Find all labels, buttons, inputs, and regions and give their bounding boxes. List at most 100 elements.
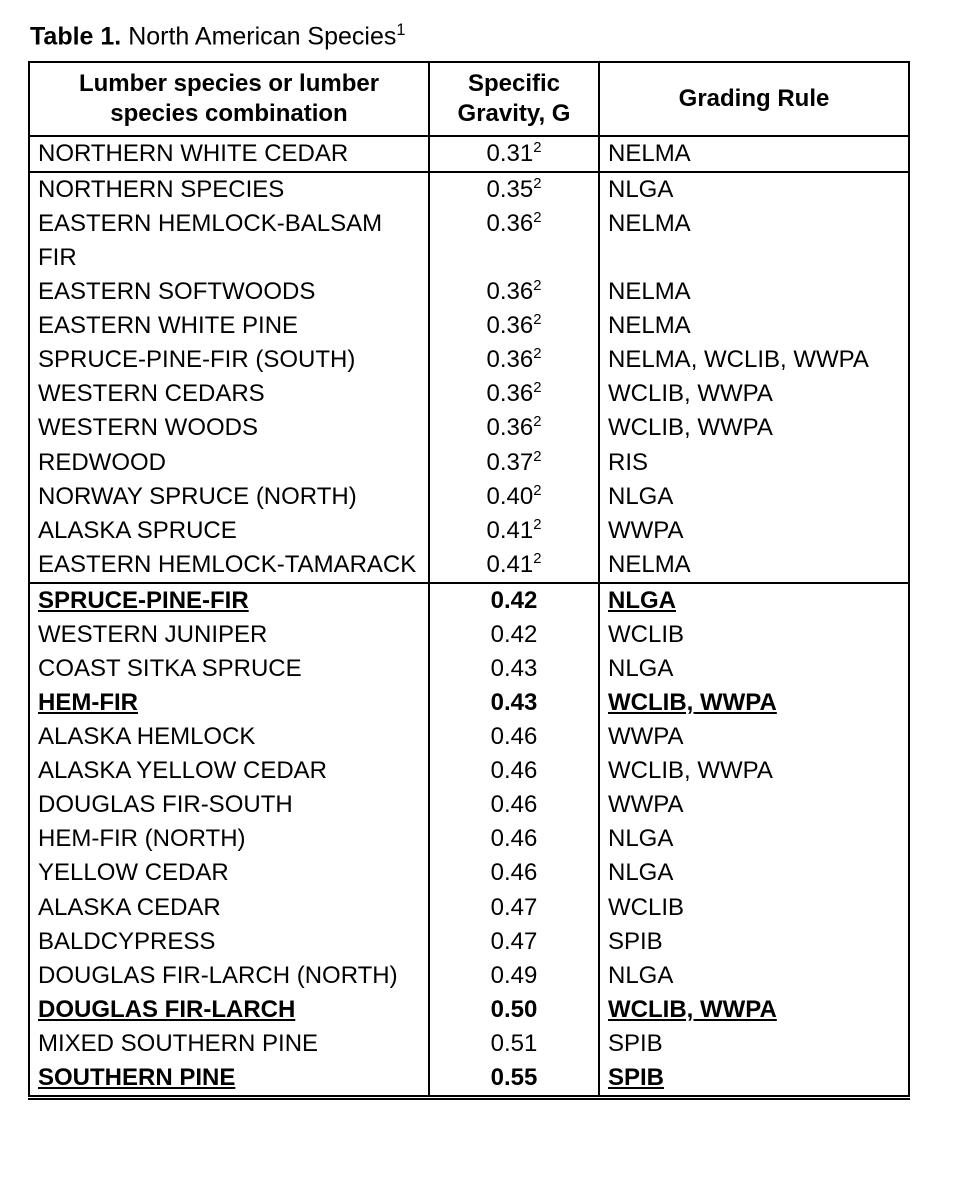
cell-species: DOUGLAS FIR-LARCH (NORTH) — [29, 959, 429, 993]
caption-footnote: 1 — [396, 21, 405, 39]
table-row: DOUGLAS FIR-LARCH0.50WCLIB, WWPA — [29, 993, 909, 1027]
table-row: DOUGLAS FIR-SOUTH0.46WWPA — [29, 788, 909, 822]
species-table: Lumber species or lumber species combina… — [28, 61, 910, 1100]
cell-rule: NLGA — [599, 822, 909, 856]
cell-gravity: 0.412 — [429, 548, 599, 583]
cell-gravity: 0.362 — [429, 343, 599, 377]
cell-species: EASTERN SOFTWOODS — [29, 275, 429, 309]
cell-gravity: 0.43 — [429, 686, 599, 720]
cell-rule: NLGA — [599, 856, 909, 890]
table-row: EASTERN HEMLOCK-TAMARACK0.412NELMA — [29, 548, 909, 583]
table-row: DOUGLAS FIR-LARCH (NORTH)0.49NLGA — [29, 959, 909, 993]
cell-gravity: 0.47 — [429, 925, 599, 959]
col-header-species: Lumber species or lumber species combina… — [29, 62, 429, 136]
cell-gravity: 0.47 — [429, 891, 599, 925]
cell-gravity: 0.42 — [429, 618, 599, 652]
table-row: SOUTHERN PINE0.55SPIB — [29, 1061, 909, 1098]
cell-species: ALASKA YELLOW CEDAR — [29, 754, 429, 788]
table-row: WESTERN CEDARS0.362WCLIB, WWPA — [29, 377, 909, 411]
table-row: REDWOOD0.372RIS — [29, 446, 909, 480]
cell-species: ALASKA HEMLOCK — [29, 720, 429, 754]
table-row: WESTERN WOODS0.362WCLIB, WWPA — [29, 411, 909, 445]
cell-rule: WWPA — [599, 720, 909, 754]
cell-rule: NELMA, WCLIB, WWPA — [599, 343, 909, 377]
table-row: COAST SITKA SPRUCE0.43NLGA — [29, 652, 909, 686]
table-row: MIXED SOUTHERN PINE0.51SPIB — [29, 1027, 909, 1061]
cell-gravity: 0.46 — [429, 788, 599, 822]
cell-rule: NELMA — [599, 309, 909, 343]
cell-rule: NLGA — [599, 172, 909, 207]
cell-gravity: 0.50 — [429, 993, 599, 1027]
cell-gravity: 0.402 — [429, 480, 599, 514]
cell-species: WESTERN JUNIPER — [29, 618, 429, 652]
cell-rule: WWPA — [599, 514, 909, 548]
table-row: BALDCYPRESS0.47SPIB — [29, 925, 909, 959]
cell-gravity: 0.46 — [429, 754, 599, 788]
cell-rule: SPIB — [599, 1027, 909, 1061]
cell-rule: NELMA — [599, 275, 909, 309]
cell-rule: WCLIB, WWPA — [599, 411, 909, 445]
cell-species: HEM-FIR (NORTH) — [29, 822, 429, 856]
cell-rule: WCLIB, WWPA — [599, 686, 909, 720]
cell-species: DOUGLAS FIR-LARCH — [29, 993, 429, 1027]
cell-species: YELLOW CEDAR — [29, 856, 429, 890]
cell-gravity: 0.362 — [429, 377, 599, 411]
table-row: EASTERN HEMLOCK-BALSAM FIR0.362NELMA — [29, 207, 909, 275]
cell-gravity: 0.46 — [429, 856, 599, 890]
cell-species: ALASKA SPRUCE — [29, 514, 429, 548]
table-row: ALASKA CEDAR0.47WCLIB — [29, 891, 909, 925]
cell-species: NORTHERN WHITE CEDAR — [29, 136, 429, 172]
cell-gravity: 0.51 — [429, 1027, 599, 1061]
cell-rule: NELMA — [599, 207, 909, 275]
cell-species: SPRUCE-PINE-FIR (SOUTH) — [29, 343, 429, 377]
cell-gravity: 0.372 — [429, 446, 599, 480]
table-row: WESTERN JUNIPER0.42WCLIB — [29, 618, 909, 652]
cell-rule: RIS — [599, 446, 909, 480]
cell-gravity: 0.49 — [429, 959, 599, 993]
table-header-row: Lumber species or lumber species combina… — [29, 62, 909, 136]
table-row: SPRUCE-PINE-FIR0.42NLGA — [29, 583, 909, 618]
table-row: SPRUCE-PINE-FIR (SOUTH)0.362NELMA, WCLIB… — [29, 343, 909, 377]
cell-gravity: 0.362 — [429, 309, 599, 343]
cell-gravity: 0.352 — [429, 172, 599, 207]
cell-rule: NLGA — [599, 652, 909, 686]
cell-gravity: 0.362 — [429, 207, 599, 275]
cell-gravity: 0.312 — [429, 136, 599, 172]
cell-species: SOUTHERN PINE — [29, 1061, 429, 1098]
cell-species: REDWOOD — [29, 446, 429, 480]
caption-text: North American Species — [121, 22, 396, 50]
caption-label: Table 1. — [30, 22, 121, 50]
cell-species: DOUGLAS FIR-SOUTH — [29, 788, 429, 822]
cell-rule: NELMA — [599, 136, 909, 172]
cell-rule: WCLIB, WWPA — [599, 754, 909, 788]
page: Table 1. North American Species1 Lumber … — [0, 0, 960, 1140]
cell-rule: SPIB — [599, 925, 909, 959]
cell-species: BALDCYPRESS — [29, 925, 429, 959]
table-row: ALASKA YELLOW CEDAR0.46WCLIB, WWPA — [29, 754, 909, 788]
table-row: NORTHERN SPECIES0.352NLGA — [29, 172, 909, 207]
table-caption: Table 1. North American Species1 — [30, 20, 932, 53]
cell-species: NORWAY SPRUCE (NORTH) — [29, 480, 429, 514]
cell-species: WESTERN CEDARS — [29, 377, 429, 411]
table-row: EASTERN WHITE PINE0.362NELMA — [29, 309, 909, 343]
cell-rule: WCLIB, WWPA — [599, 993, 909, 1027]
col-header-rule: Grading Rule — [599, 62, 909, 136]
cell-gravity: 0.43 — [429, 652, 599, 686]
table-row: NORTHERN WHITE CEDAR0.312NELMA — [29, 136, 909, 172]
cell-species: MIXED SOUTHERN PINE — [29, 1027, 429, 1061]
cell-species: SPRUCE-PINE-FIR — [29, 583, 429, 618]
cell-species: HEM-FIR — [29, 686, 429, 720]
table-row: NORWAY SPRUCE (NORTH)0.402NLGA — [29, 480, 909, 514]
cell-rule: NLGA — [599, 583, 909, 618]
cell-species: ALASKA CEDAR — [29, 891, 429, 925]
table-row: ALASKA HEMLOCK0.46WWPA — [29, 720, 909, 754]
cell-gravity: 0.362 — [429, 275, 599, 309]
cell-rule: NLGA — [599, 480, 909, 514]
table-row: HEM-FIR (NORTH)0.46NLGA — [29, 822, 909, 856]
table-row: EASTERN SOFTWOODS0.362NELMA — [29, 275, 909, 309]
cell-species: NORTHERN SPECIES — [29, 172, 429, 207]
cell-rule: WCLIB — [599, 891, 909, 925]
table-row: ALASKA SPRUCE0.412WWPA — [29, 514, 909, 548]
cell-gravity: 0.412 — [429, 514, 599, 548]
cell-rule: NELMA — [599, 548, 909, 583]
